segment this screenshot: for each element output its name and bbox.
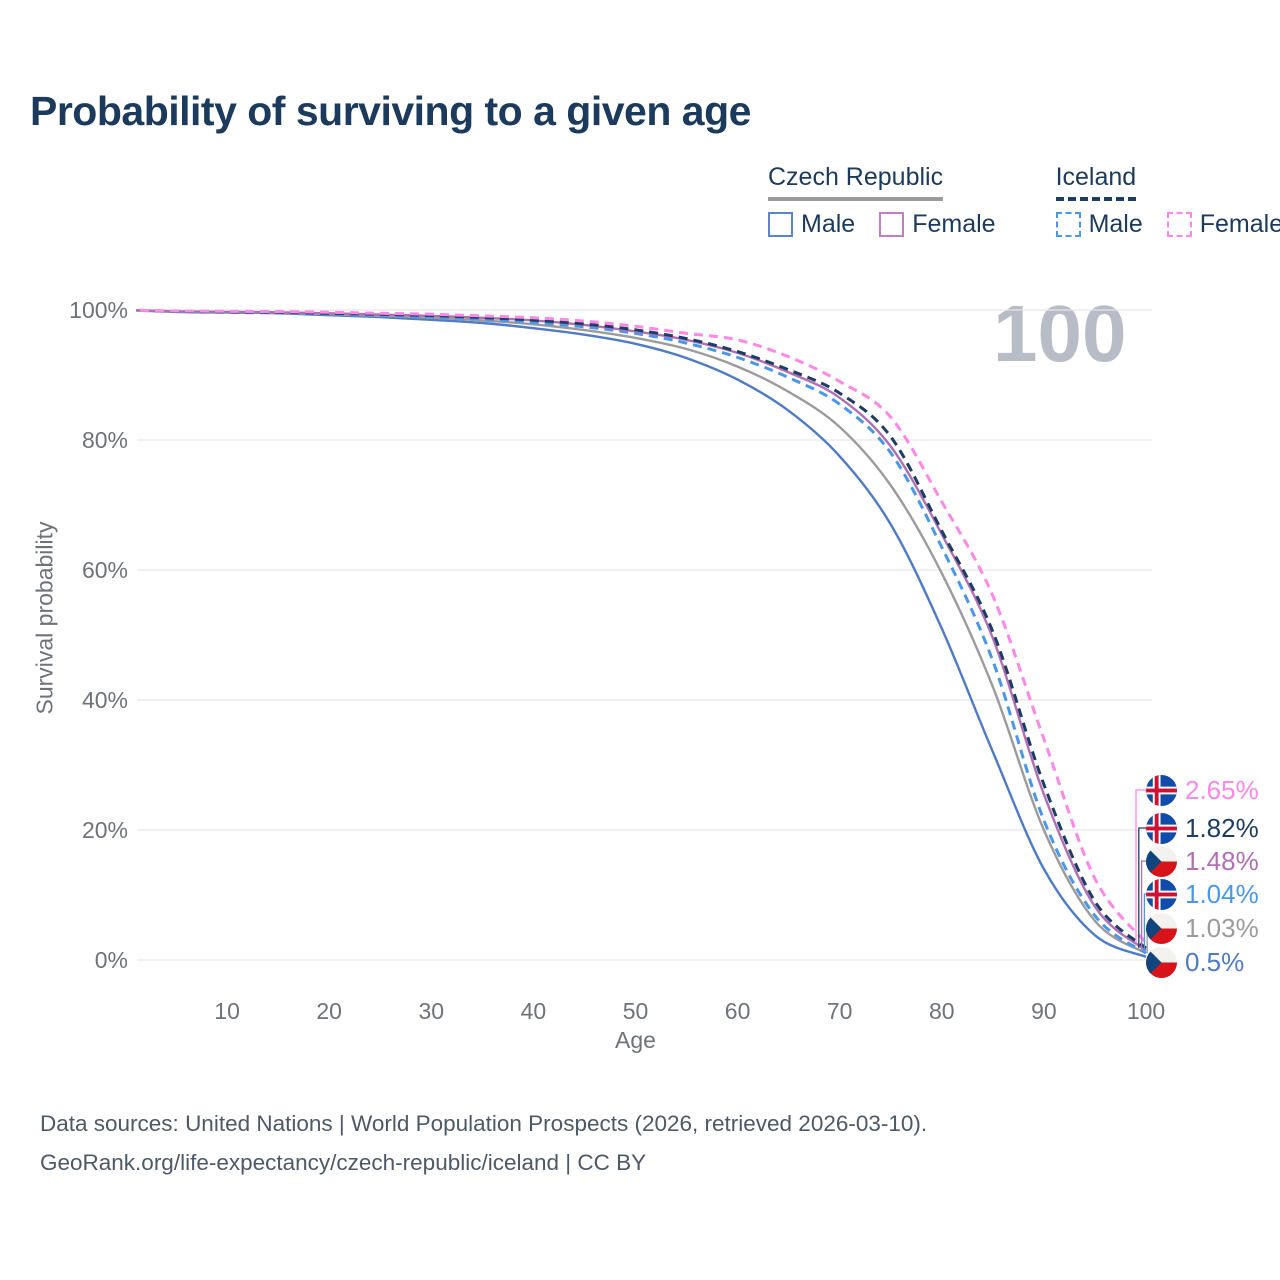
end-label-czech-republic-female: 1.48% <box>1146 845 1259 877</box>
y-axis-title: Survival probability <box>31 521 58 715</box>
legend-item-label: Male <box>1088 210 1143 238</box>
x-tick-label: 40 <box>520 998 547 1024</box>
legend-item-label: Male <box>801 210 856 238</box>
end-value: 1.48% <box>1185 845 1259 876</box>
y-tick-label: 20% <box>81 817 128 843</box>
legend-checkbox[interactable] <box>1166 212 1192 237</box>
legend-item-label: Female <box>1199 210 1280 238</box>
x-tick-label: 30 <box>418 998 445 1024</box>
iceland-flag-icon <box>1146 774 1177 806</box>
legend-item-iceland-female[interactable]: Female <box>1166 210 1280 239</box>
end-value: 0.5% <box>1185 946 1245 977</box>
y-tick-label: 100% <box>69 297 128 323</box>
legend-group-title: Iceland <box>1055 163 1137 201</box>
czech-republic-flag-icon <box>1146 845 1177 877</box>
legend-item-label: Female <box>912 210 996 238</box>
end-value: 1.82% <box>1185 812 1259 843</box>
end-label-connector <box>1135 789 1150 943</box>
series-line-czech-republic-male <box>136 309 1147 958</box>
legend-checkbox[interactable] <box>768 212 793 237</box>
legend: Czech Republic Male Female Iceland Male Femal… <box>768 163 1280 239</box>
x-tick-label: 100 <box>1126 998 1166 1024</box>
x-tick-label: 80 <box>929 998 955 1024</box>
series-line-iceland-female <box>136 308 1148 944</box>
x-tick-label: 90 <box>1031 998 1057 1024</box>
legend-items: Male Female <box>1055 210 1280 239</box>
end-value: 2.65% <box>1185 774 1259 805</box>
end-label-czech-republic-both-sexes: 1.03% <box>1146 912 1259 944</box>
legend-items: Male Female <box>768 210 996 239</box>
x-tick-label: 70 <box>826 998 853 1024</box>
age-watermark: 100 <box>993 289 1127 378</box>
x-tick-label: 10 <box>214 998 240 1024</box>
x-tick-label: 50 <box>622 998 649 1024</box>
end-label-czech-republic-male: 0.5% <box>1146 946 1244 978</box>
end-label-iceland-both-sexes: 1.82% <box>1146 812 1259 844</box>
page-title: Probability of surviving to a given age <box>30 88 751 134</box>
iceland-flag-icon <box>1146 878 1177 910</box>
x-tick-label: 20 <box>316 998 342 1024</box>
footer: Data sources: United Nations | World Pop… <box>40 1104 927 1182</box>
czech-republic-flag-icon <box>1146 912 1177 944</box>
legend-item-czech-republic-male[interactable]: Male <box>768 210 855 239</box>
legend-item-iceland-male[interactable]: Male <box>1055 210 1143 239</box>
footer-attribution: GeoRank.org/life-expectancy/czech-republ… <box>40 1150 647 1175</box>
legend-checkbox[interactable] <box>1055 212 1081 237</box>
iceland-flag-icon <box>1146 812 1177 844</box>
y-tick-label: 80% <box>81 427 128 453</box>
y-tick-label: 0% <box>94 947 128 973</box>
series-line-iceland-both-sexes <box>136 308 1148 950</box>
legend-group-iceland: Iceland Male Female <box>1055 163 1280 239</box>
legend-checkbox[interactable] <box>879 212 905 237</box>
legend-group-czech-republic: Czech Republic Male Female <box>768 163 996 239</box>
end-value: 1.03% <box>1185 912 1259 943</box>
y-tick-label: 60% <box>81 557 128 583</box>
czech-republic-flag-icon <box>1146 946 1177 978</box>
end-value: 1.04% <box>1185 878 1259 909</box>
footer-data-sources: Data sources: United Nations | World Pop… <box>40 1111 928 1136</box>
end-label-iceland-male: 1.04% <box>1146 878 1259 910</box>
legend-group-title: Czech Republic <box>768 163 944 201</box>
x-tick-label: 60 <box>724 998 751 1024</box>
x-axis-title: Age <box>615 1027 656 1053</box>
legend-item-czech-republic-female[interactable]: Female <box>879 210 996 239</box>
end-label-iceland-female: 2.65% <box>1146 774 1259 806</box>
y-tick-label: 40% <box>81 687 128 713</box>
